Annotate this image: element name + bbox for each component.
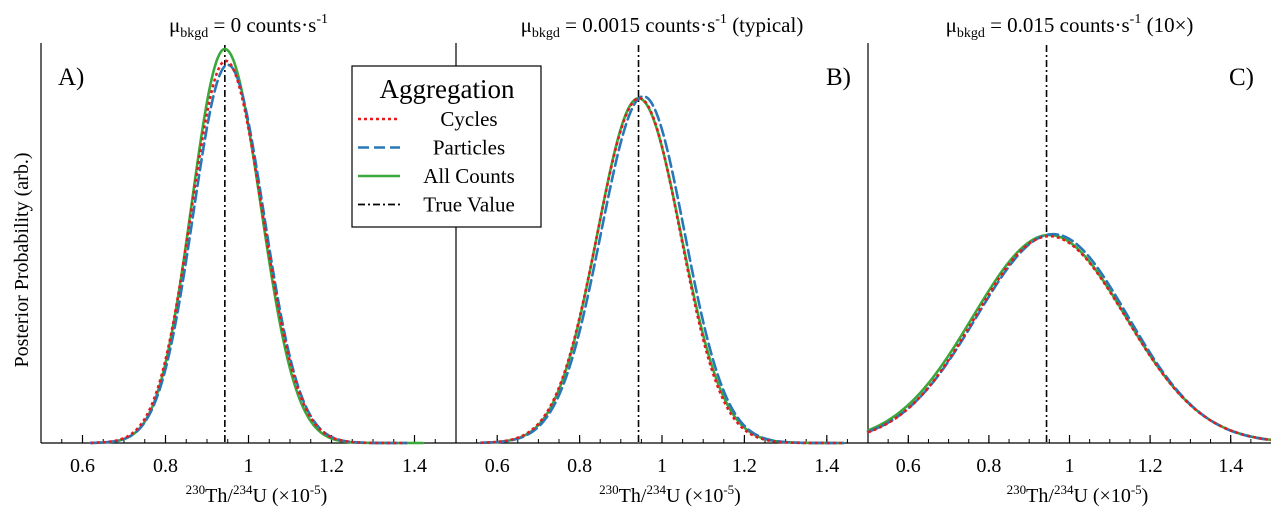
panel-title: μbkgd = 0.0015 counts·s-1 (typical): [521, 12, 804, 41]
series-cycles: [90, 59, 407, 445]
panel-1: 0.6 0.8 1 1.2 1.4 A) μbkgd = 0 counts·s-1 230Th…: [40, 12, 456, 507]
y-axis-label: Posterior Probability (arb.): [11, 153, 33, 368]
x-tick-label: 1.2: [319, 455, 344, 477]
x-tick-label: 0.8: [153, 455, 178, 477]
x-tick-label: 1.2: [1138, 455, 1163, 477]
x-tick-label: 1.2: [732, 455, 757, 477]
legend-item-cycles: Cycles: [358, 107, 498, 131]
legend-items: Cycles Particles All Counts True Value: [358, 107, 515, 217]
x-tick-label: 1: [657, 455, 667, 477]
legend-item-true-value: True Value: [358, 193, 515, 217]
series-particles: [866, 232, 1271, 442]
x-tick-label: 0.8: [976, 455, 1001, 477]
legend-label: Cycles: [440, 107, 497, 131]
legend-label: Particles: [433, 136, 505, 160]
legend-item-particles: Particles: [358, 136, 505, 160]
x-tick-label: 1: [1065, 455, 1075, 477]
x-tick-label: 0.6: [896, 455, 921, 477]
x-tick-label: 1.4: [814, 455, 839, 477]
series-particles: [479, 94, 845, 445]
legend-title: Aggregation: [380, 74, 515, 104]
x-tick-label: 1.4: [402, 455, 427, 477]
x-tick-label: 1: [244, 455, 254, 477]
legend: Aggregation Cycles Particles All Counts Tru…: [351, 65, 542, 228]
x-tick-label: 0.6: [485, 455, 510, 477]
legend-label: All Counts: [423, 164, 515, 188]
legend-item-all-counts: All Counts: [358, 164, 515, 188]
panel-title: μbkgd = 0.015 counts·s-1 (10×): [946, 12, 1194, 41]
panel-title: μbkgd = 0 counts·s-1: [169, 12, 328, 41]
panel-3: 0.6 0.8 1 1.2 1.4 C) μbkgd = 0.015 counts·s-1 …: [866, 12, 1271, 507]
legend-label: True Value: [423, 193, 515, 217]
x-tick-label: 1.4: [1218, 455, 1243, 477]
panel-label: C): [1229, 64, 1254, 91]
panel-label: B): [826, 64, 851, 91]
x-axis-label: 230Th/234U (×10-5): [186, 482, 328, 507]
series-cycles: [480, 96, 844, 445]
panel-2: 0.6 0.8 1 1.2 1.4 B) μbkgd = 0.0015 counts·s-1…: [455, 12, 868, 507]
x-tick-label: 0.6: [70, 455, 95, 477]
x-axis-label: 230Th/234U (×10-5): [599, 482, 741, 507]
x-axis-label: 230Th/234U (×10-5): [1007, 482, 1149, 507]
series-cycles: [867, 234, 1271, 442]
x-tick-label: 0.8: [567, 455, 592, 477]
series-all-counts: [866, 233, 1271, 442]
panels: 0.6 0.8 1 1.2 1.4 A) μbkgd = 0 counts·s-1 230Th…: [40, 12, 1271, 507]
panel-label: A): [58, 64, 84, 91]
